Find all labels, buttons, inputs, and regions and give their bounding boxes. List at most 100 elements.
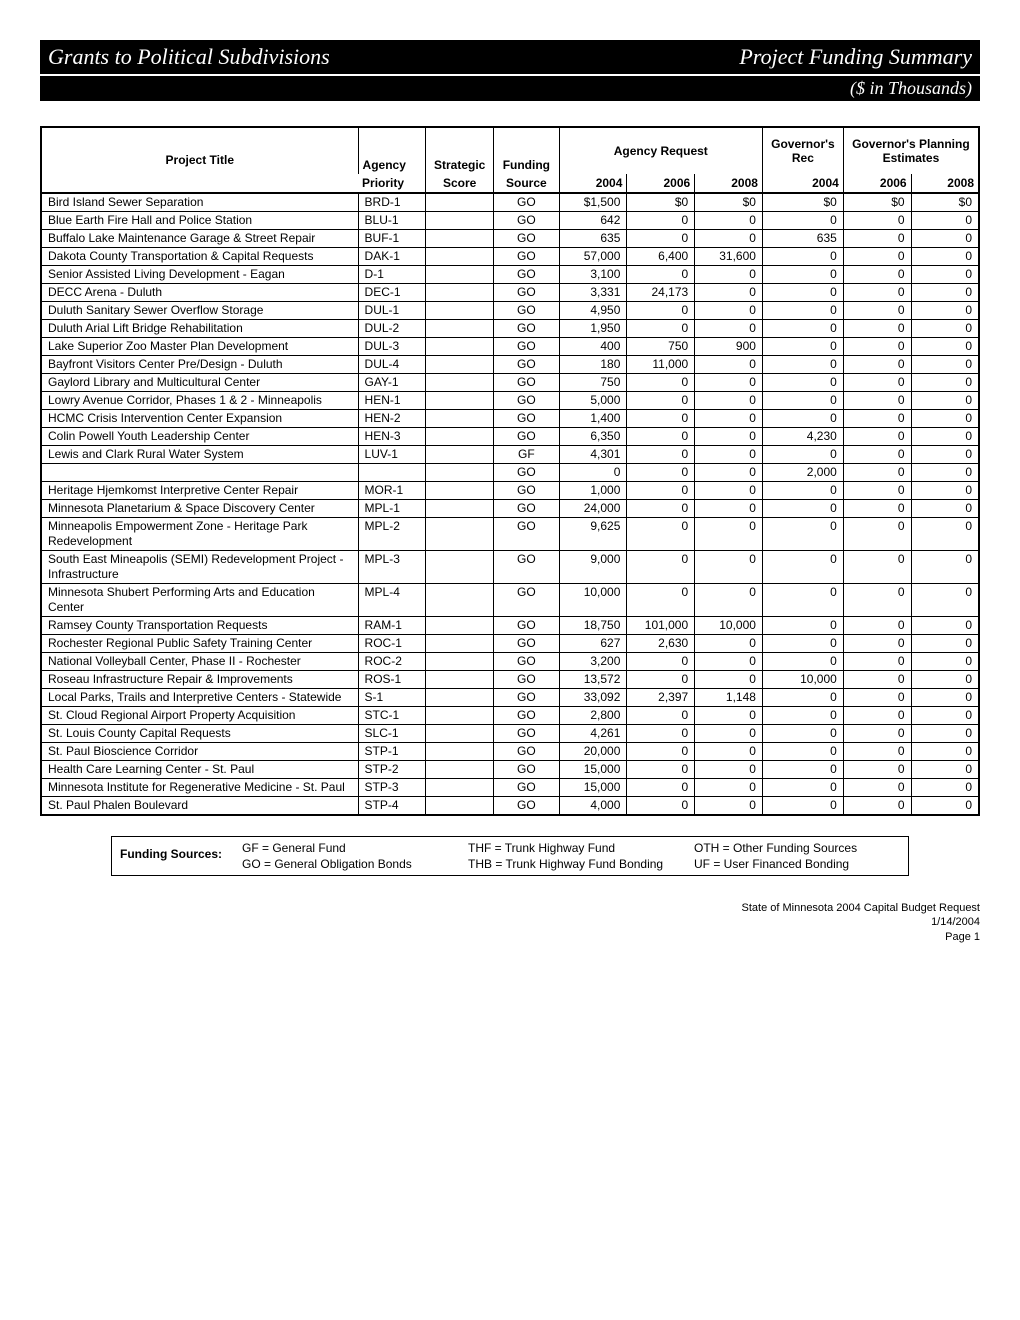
table-cell: HCMC Crisis Intervention Center Expansio… (41, 410, 358, 428)
table-cell: Bird Island Sewer Separation (41, 193, 358, 212)
table-cell: SLC-1 (358, 725, 426, 743)
table-cell: 0 (911, 689, 979, 707)
table-cell (426, 653, 494, 671)
funding-table: Project Title Agency Strategic Funding A… (40, 126, 980, 816)
table-cell: Minnesota Institute for Regenerative Med… (41, 779, 358, 797)
table-cell: 0 (911, 464, 979, 482)
table-cell: 0 (762, 500, 843, 518)
table-cell: 0 (695, 551, 763, 584)
table-row: St. Louis County Capital RequestsSLC-1GO… (41, 725, 979, 743)
table-cell: Ramsey County Transportation Requests (41, 617, 358, 635)
table-cell: 0 (762, 410, 843, 428)
table-row: Senior Assisted Living Development - Eag… (41, 266, 979, 284)
table-cell: GO (494, 797, 560, 816)
table-cell: 3,331 (559, 284, 627, 302)
table-row: Minnesota Planetarium & Space Discovery … (41, 500, 979, 518)
table-cell: 0 (843, 284, 911, 302)
table-cell (426, 671, 494, 689)
table-cell: Bayfront Visitors Center Pre/Design - Du… (41, 356, 358, 374)
table-cell: 0 (911, 779, 979, 797)
th-ar-2006: 2006 (627, 174, 695, 193)
table-cell: 0 (695, 464, 763, 482)
table-cell (426, 320, 494, 338)
table-cell: GO (494, 338, 560, 356)
table-cell: Rochester Regional Public Safety Trainin… (41, 635, 358, 653)
table-cell (426, 518, 494, 551)
table-cell: 0 (762, 446, 843, 464)
table-cell: 0 (695, 584, 763, 617)
table-cell: 0 (695, 212, 763, 230)
table-cell: 0 (911, 338, 979, 356)
table-cell: 1,148 (695, 689, 763, 707)
table-cell: 0 (762, 743, 843, 761)
th-project-title: Project Title (41, 127, 358, 193)
table-cell: GAY-1 (358, 374, 426, 392)
table-cell (426, 446, 494, 464)
table-cell: 5,000 (559, 392, 627, 410)
table-cell: St. Paul Phalen Boulevard (41, 797, 358, 816)
table-cell: 0 (911, 392, 979, 410)
table-cell: MPL-3 (358, 551, 426, 584)
table-cell: STP-3 (358, 779, 426, 797)
table-cell: 0 (843, 374, 911, 392)
table-cell: 0 (627, 653, 695, 671)
table-cell: Roseau Infrastructure Repair & Improveme… (41, 671, 358, 689)
table-cell: 900 (695, 338, 763, 356)
table-cell: 0 (695, 797, 763, 816)
table-cell: 0 (762, 302, 843, 320)
table-cell: GO (494, 356, 560, 374)
table-cell: 0 (627, 374, 695, 392)
table-cell: 0 (762, 725, 843, 743)
table-cell: DUL-1 (358, 302, 426, 320)
th-funding-top: Funding (494, 127, 560, 174)
table-cell: 0 (627, 779, 695, 797)
table-cell (426, 725, 494, 743)
table-cell: GO (494, 266, 560, 284)
table-cell: GO (494, 671, 560, 689)
table-cell (426, 761, 494, 779)
footer-line-2: 1/14/2004 (40, 915, 980, 929)
table-cell: D-1 (358, 266, 426, 284)
table-cell: GO (494, 410, 560, 428)
table-cell: 0 (911, 374, 979, 392)
table-cell: GO (494, 584, 560, 617)
table-cell: RAM-1 (358, 617, 426, 635)
table-cell: BUF-1 (358, 230, 426, 248)
table-cell: 0 (627, 671, 695, 689)
table-cell (426, 464, 494, 482)
table-cell: 11,000 (627, 356, 695, 374)
table-cell: 0 (762, 284, 843, 302)
table-cell: 33,092 (559, 689, 627, 707)
table-cell: 0 (695, 743, 763, 761)
table-cell: 0 (911, 230, 979, 248)
table-row: GO0002,00000 (41, 464, 979, 482)
table-cell: 9,000 (559, 551, 627, 584)
table-cell: 24,000 (559, 500, 627, 518)
table-cell: 0 (843, 302, 911, 320)
table-cell: DAK-1 (358, 248, 426, 266)
table-cell: 0 (627, 446, 695, 464)
table-cell: 6,350 (559, 428, 627, 446)
table-cell: 0 (843, 689, 911, 707)
table-cell: 0 (695, 356, 763, 374)
table-cell: BLU-1 (358, 212, 426, 230)
table-cell: GO (494, 392, 560, 410)
table-row: St. Paul Phalen BoulevardSTP-4GO4,000000… (41, 797, 979, 816)
table-cell: Colin Powell Youth Leadership Center (41, 428, 358, 446)
table-row: Blue Earth Fire Hall and Police StationB… (41, 212, 979, 230)
table-cell: 0 (627, 266, 695, 284)
table-cell: 0 (843, 464, 911, 482)
footer-line-1: State of Minnesota 2004 Capital Budget R… (40, 901, 980, 915)
table-cell: 0 (843, 410, 911, 428)
title-right: Project Funding Summary (739, 44, 972, 70)
table-cell: 1,000 (559, 482, 627, 500)
table-cell: 180 (559, 356, 627, 374)
th-agency-top: Agency (358, 127, 426, 174)
table-cell: GO (494, 689, 560, 707)
table-cell (426, 392, 494, 410)
table-cell: 0 (843, 356, 911, 374)
table-body: Bird Island Sewer SeparationBRD-1GO$1,50… (41, 193, 979, 815)
table-cell: 0 (911, 482, 979, 500)
table-cell: DECC Arena - Duluth (41, 284, 358, 302)
table-cell: GO (494, 518, 560, 551)
